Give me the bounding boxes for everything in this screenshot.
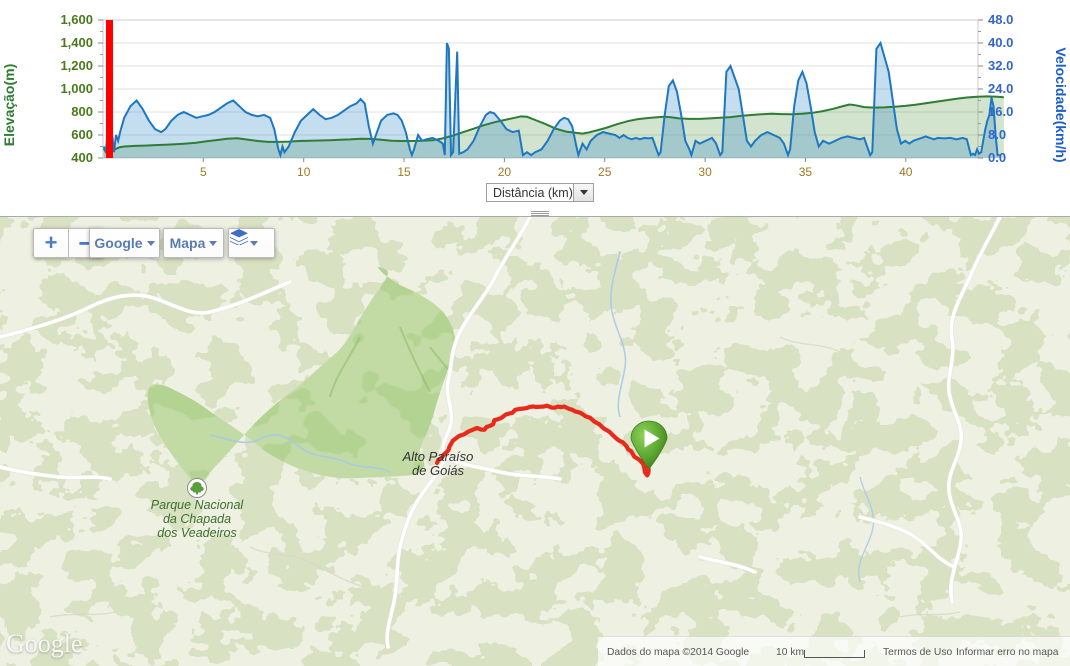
svg-text:32.0: 32.0 [988, 58, 1013, 73]
svg-text:25: 25 [598, 165, 612, 179]
svg-text:35: 35 [799, 165, 813, 179]
svg-text:400: 400 [71, 150, 93, 165]
svg-text:800: 800 [71, 104, 93, 119]
svg-text:8.0: 8.0 [988, 127, 1006, 142]
svg-text:16.0: 16.0 [988, 104, 1013, 119]
svg-text:0.0: 0.0 [988, 150, 1006, 165]
svg-text:20: 20 [498, 165, 512, 179]
svg-text:1,000: 1,000 [60, 81, 93, 96]
svg-text:5: 5 [200, 165, 207, 179]
svg-text:24.0: 24.0 [988, 81, 1013, 96]
svg-text:de Goiás: de Goiás [412, 463, 465, 478]
svg-text:1,200: 1,200 [60, 58, 93, 73]
svg-text:1,400: 1,400 [60, 35, 93, 50]
svg-text:600: 600 [71, 127, 93, 142]
svg-text:48.0: 48.0 [988, 12, 1013, 27]
svg-text:Elevação(m): Elevação(m) [1, 64, 17, 146]
svg-text:Alto Paraíso: Alto Paraíso [402, 449, 474, 464]
svg-text:da Chapada: da Chapada [163, 512, 231, 526]
svg-text:30: 30 [698, 165, 712, 179]
svg-text:Velocidade(km/h): Velocidade(km/h) [1053, 47, 1069, 162]
svg-text:1,600: 1,600 [60, 12, 93, 27]
svg-text:10: 10 [297, 165, 311, 179]
svg-text:15: 15 [397, 165, 411, 179]
svg-text:Parque Nacional: Parque Nacional [151, 498, 245, 512]
svg-text:dos Veadeiros: dos Veadeiros [157, 526, 236, 540]
svg-text:40: 40 [899, 165, 913, 179]
svg-text:40.0: 40.0 [988, 35, 1013, 50]
